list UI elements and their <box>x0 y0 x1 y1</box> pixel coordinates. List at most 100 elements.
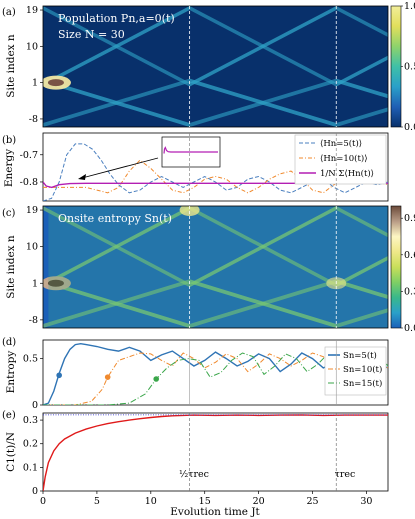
panel-a-colorbar <box>390 5 402 128</box>
panel-e-lines <box>43 414 388 491</box>
x-axis-label: Evolution time Jt <box>170 506 260 518</box>
legend-label: Sn=5(t) <box>343 350 377 361</box>
arrow-head <box>78 174 86 180</box>
panel-tag-b: (b) <box>2 135 16 146</box>
series-line-1 <box>43 159 388 194</box>
heat-band <box>189 206 337 288</box>
panel-b-ylabel: Energy <box>3 149 15 187</box>
heat-band <box>189 6 337 87</box>
y-tick-label: -0.8 <box>20 177 38 188</box>
y-tick-label: -8 <box>29 315 38 326</box>
heat-band <box>43 206 190 288</box>
panel-c-colorbar-ticks: 0.9 0.6 0.3 0.0 <box>401 213 415 334</box>
arrow-line <box>81 157 159 179</box>
colorbar-tick-label: 0.9 <box>404 213 415 224</box>
panel-tag-c: (c) <box>2 208 16 219</box>
heat-spot <box>179 206 200 216</box>
heat-band <box>336 78 388 99</box>
x-tick-label: 5 <box>94 496 100 507</box>
heat-source-core <box>47 279 64 287</box>
panel-a-ylabel: Site index n <box>5 34 17 98</box>
panel-c-heat-layer <box>43 206 388 328</box>
panel-a-title: Population Pn,a=0(t) <box>58 12 175 25</box>
x-tick-label: 20 <box>253 496 265 507</box>
series-line-2 <box>43 181 388 189</box>
heat-band <box>43 6 190 87</box>
entropy-marker <box>153 376 160 382</box>
half-recurrence-label: ½τrec <box>179 469 209 480</box>
y-tick-label: 19 <box>26 205 38 216</box>
panel-d-legend: Sn=5(t) Sn=10(t) Sn=15(t) <box>324 346 387 396</box>
x-tick-label: 0 <box>40 496 46 507</box>
recurrence-label: τrec <box>335 469 356 480</box>
legend-label: Sn=10(t) <box>343 364 382 375</box>
panel-d-ylabel: Entropy <box>5 351 17 394</box>
heat-band <box>336 279 388 300</box>
inset-series-line <box>163 146 218 154</box>
y-tick-label: -8 <box>29 114 38 125</box>
legend-label: 1/N Σ⟨Hn(t)⟩ <box>320 168 374 179</box>
panel-e-correlation: C1(t)/N 0.3 0.2 0.1 0 ½τrec τrec 0 5 10 15 20 25… <box>5 412 389 518</box>
y-tick-label: 19 <box>26 5 38 16</box>
panel-b-yticks: -0.7 -0.8 <box>20 150 43 188</box>
y-tick-label: 1 <box>32 78 38 89</box>
heat-band <box>43 78 190 127</box>
y-tick-label: 0.5 <box>23 354 38 365</box>
heat-band <box>336 107 388 127</box>
heat-band <box>189 279 337 328</box>
colorbar-tick-label: 0.3 <box>404 286 415 297</box>
y-tick-label: -0.7 <box>20 150 38 161</box>
legend-label: ⟨Hn=10(t)⟩ <box>320 153 368 164</box>
y-tick-label: 0.1 <box>23 462 38 473</box>
panel-a-colorbar-ticks: 1.0 0.5 0.0 <box>401 1 415 133</box>
panel-a-yticks: 19 10 1 -8 <box>26 5 43 125</box>
panel-d-yticks: 0.50 <box>23 354 43 411</box>
panel-b-arrow <box>78 157 159 180</box>
x-tick-label: 30 <box>360 496 372 507</box>
y-tick-label: 0.3 <box>23 415 38 426</box>
colorbar-tick-label: 0.5 <box>404 62 415 73</box>
heat-source-core <box>47 79 64 87</box>
panel-a-heat-layer <box>43 6 388 127</box>
panel-c-ylabel: Site index n <box>5 235 17 299</box>
colorbar-tick-label: 0.0 <box>404 122 415 133</box>
colorbar-tick-label: 0.6 <box>404 250 415 261</box>
recurrence-guides <box>189 6 337 491</box>
panel-c-title: Onsite entropy Sn(t) <box>58 212 172 225</box>
heat-band <box>43 279 190 328</box>
panel-e-frame <box>42 412 389 492</box>
x-tick-label: 25 <box>306 496 318 507</box>
panel-b-inset <box>161 136 221 168</box>
x-axis-ticks: 0 5 10 15 20 25 30 <box>40 491 372 507</box>
heat-band <box>336 55 388 87</box>
panel-b-legend: ⟨Hn=5(t)⟩ ⟨Hn=10(t)⟩ 1/N Σ⟨Hn(t)⟩ <box>294 134 387 185</box>
entropy-marker <box>104 374 111 380</box>
panel-b-energy: Energy -0.7 -0.8 ⟨Hn=5(t)⟩ ⟨Hn=10(t)⟩ 1/N Σ… <box>3 132 389 202</box>
x-tick-label: 15 <box>199 496 211 507</box>
panel-c-yticks: 19 10 1 -8 <box>26 205 43 326</box>
y-tick-label: 0 <box>32 400 38 411</box>
x-tick-label: 10 <box>145 496 157 507</box>
entropy-marker <box>56 372 62 379</box>
series-line-0 <box>43 414 388 491</box>
colorbar-tick-label: 0.0 <box>404 323 415 334</box>
panel-d-entropy: Entropy 0.50 Sn=5(t)Sn=10(t)Sn=15(t) <box>5 339 389 411</box>
series-line-0 <box>43 342 388 405</box>
heat-band <box>336 6 388 38</box>
panel-a-heatmap: Population Pn,a=0(t) Size N = 30 Site in… <box>5 1 415 133</box>
panel-c-heatmap: Onsite entropy Sn(t) Site index n 19 10 1 -… <box>5 205 415 334</box>
y-tick-label: 1 <box>32 278 38 289</box>
y-tick-label: 10 <box>26 41 38 52</box>
heat-band <box>189 78 337 127</box>
heat-band <box>336 206 388 238</box>
colorbar-tick-label: 1.0 <box>404 1 415 12</box>
y-tick-label: 0 <box>32 486 38 497</box>
legend-label: ⟨Hn=5(t)⟩ <box>320 138 362 149</box>
panel-tag-d: (d) <box>2 337 16 348</box>
panel-c-colorbar <box>390 205 402 329</box>
panel-a-subtitle: Size N = 30 <box>58 28 125 41</box>
heat-band <box>336 255 388 288</box>
legend-label: Sn=15(t) <box>343 378 382 389</box>
heat-fill <box>48 206 388 328</box>
